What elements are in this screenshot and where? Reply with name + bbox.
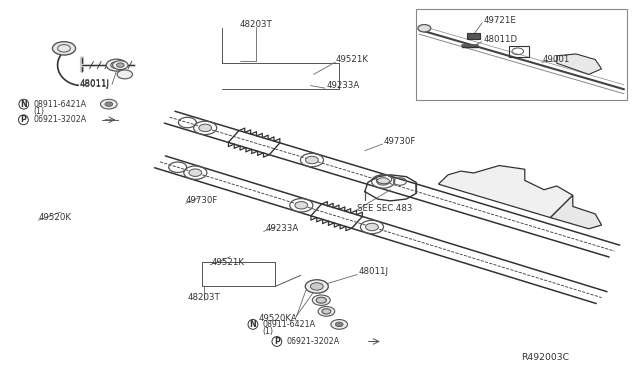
Text: 08911-6421A: 08911-6421A — [262, 320, 316, 329]
Text: 48011J: 48011J — [80, 79, 110, 88]
Text: 49520K: 49520K — [38, 213, 72, 222]
Text: 49521K: 49521K — [336, 55, 369, 64]
Text: 48011J: 48011J — [80, 80, 110, 89]
Polygon shape — [438, 166, 573, 218]
Text: 08911-6421A: 08911-6421A — [33, 100, 86, 109]
Circle shape — [335, 322, 343, 327]
Text: 49730F: 49730F — [384, 137, 417, 146]
Text: 49233A: 49233A — [266, 224, 299, 233]
Circle shape — [561, 56, 572, 63]
Text: 49520KA: 49520KA — [259, 314, 298, 323]
Circle shape — [305, 280, 328, 293]
Text: 49730F: 49730F — [186, 196, 218, 205]
Text: N: N — [20, 100, 27, 109]
Circle shape — [100, 99, 117, 109]
Circle shape — [199, 124, 212, 132]
Text: 49721E: 49721E — [483, 16, 516, 25]
Text: SEE SEC.483: SEE SEC.483 — [357, 204, 413, 213]
Circle shape — [295, 202, 308, 209]
Polygon shape — [550, 195, 602, 229]
Text: R492003C: R492003C — [522, 353, 570, 362]
Text: 06921-3202A: 06921-3202A — [33, 115, 86, 124]
Text: 48203T: 48203T — [239, 20, 273, 29]
Circle shape — [106, 59, 127, 71]
Circle shape — [310, 283, 323, 290]
Polygon shape — [557, 54, 602, 74]
Circle shape — [111, 62, 122, 68]
Circle shape — [365, 223, 378, 231]
Circle shape — [113, 61, 128, 70]
Circle shape — [377, 178, 390, 185]
Text: 48011D: 48011D — [483, 35, 517, 44]
Circle shape — [312, 295, 330, 305]
Circle shape — [189, 169, 202, 176]
Text: N: N — [250, 320, 256, 329]
Text: 48203T: 48203T — [187, 293, 220, 302]
Circle shape — [331, 320, 348, 329]
Circle shape — [318, 307, 335, 316]
Text: 49521K: 49521K — [211, 258, 244, 267]
Circle shape — [418, 25, 431, 32]
Text: 49001: 49001 — [543, 55, 570, 64]
Bar — [416, 9, 627, 100]
Circle shape — [316, 297, 326, 303]
Text: (1): (1) — [262, 327, 273, 336]
Circle shape — [105, 102, 113, 106]
Text: (1): (1) — [33, 107, 44, 116]
Circle shape — [52, 42, 76, 55]
Circle shape — [116, 63, 124, 67]
Bar — [509, 46, 529, 57]
Text: P: P — [274, 337, 280, 346]
Circle shape — [322, 309, 331, 314]
Text: P: P — [20, 115, 26, 124]
Text: 49233A: 49233A — [326, 81, 360, 90]
Text: 06921-3202A: 06921-3202A — [287, 337, 340, 346]
Circle shape — [305, 156, 318, 164]
Circle shape — [117, 70, 132, 79]
Text: 48011J: 48011J — [358, 267, 388, 276]
Bar — [467, 33, 480, 39]
